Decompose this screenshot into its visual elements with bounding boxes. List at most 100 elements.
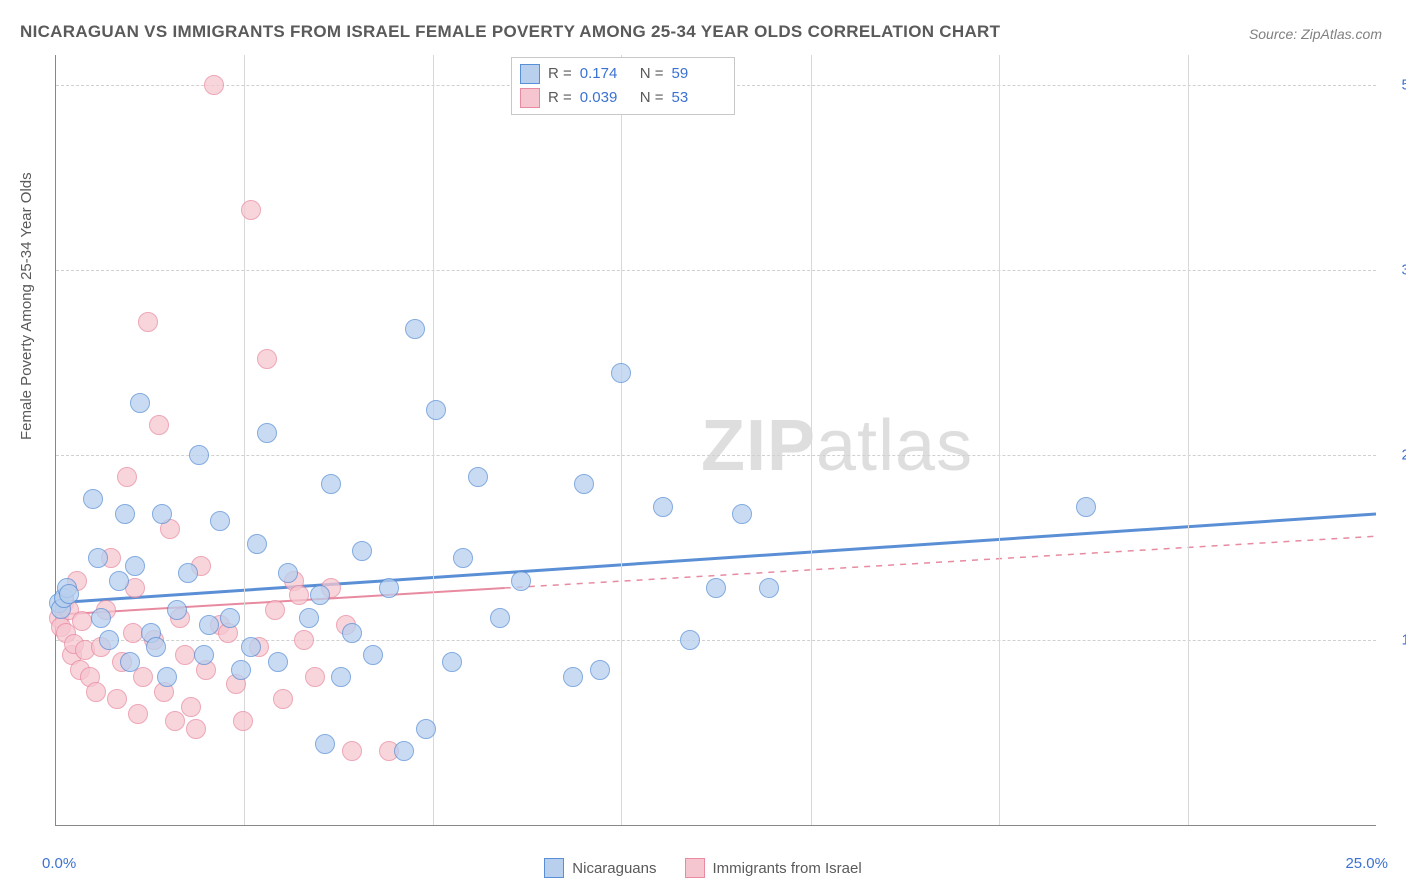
data-point-nicaraguans [352, 541, 372, 561]
trend-lines-svg [56, 55, 1376, 825]
data-point-nicaraguans [653, 497, 673, 517]
y-tick-label: 25.0% [1384, 446, 1406, 463]
trendline-israel-extrapolated [505, 536, 1376, 588]
data-point-nicaraguans [442, 652, 462, 672]
data-point-nicaraguans [321, 474, 341, 494]
data-point-nicaraguans [299, 608, 319, 628]
data-point-israel [204, 75, 224, 95]
data-point-israel [186, 719, 206, 739]
n-label: N = [640, 62, 664, 86]
data-point-nicaraguans [83, 489, 103, 509]
watermark: ZIPatlas [701, 405, 973, 487]
data-point-israel [305, 667, 325, 687]
data-point-nicaraguans [394, 741, 414, 761]
gridline-v [433, 55, 434, 825]
data-point-nicaraguans [99, 630, 119, 650]
legend-item-israel: Immigrants from Israel [685, 858, 862, 878]
data-point-nicaraguans [220, 608, 240, 628]
data-point-nicaraguans [453, 548, 473, 568]
y-tick-label: 50.0% [1384, 76, 1406, 93]
data-point-nicaraguans [167, 600, 187, 620]
gridline-h [56, 455, 1376, 456]
data-point-israel [86, 682, 106, 702]
y-tick-label: 12.5% [1384, 631, 1406, 648]
data-point-nicaraguans [152, 504, 172, 524]
bottom-legend: Nicaraguans Immigrants from Israel [0, 858, 1406, 878]
data-point-nicaraguans [331, 667, 351, 687]
data-point-nicaraguans [189, 445, 209, 465]
watermark-atlas: atlas [816, 406, 973, 486]
data-point-nicaraguans [88, 548, 108, 568]
n-label: N = [640, 86, 664, 110]
data-point-nicaraguans [157, 667, 177, 687]
data-point-nicaraguans [278, 563, 298, 583]
r-value-nicaraguans: 0.174 [580, 62, 632, 86]
data-point-nicaraguans [563, 667, 583, 687]
y-tick-label: 37.5% [1384, 261, 1406, 278]
data-point-israel [342, 741, 362, 761]
data-point-israel [72, 611, 92, 631]
y-axis-label: Female Poverty Among 25-34 Year Olds [18, 172, 35, 440]
data-point-nicaraguans [146, 637, 166, 657]
data-point-israel [233, 711, 253, 731]
data-point-nicaraguans [247, 534, 267, 554]
data-point-nicaraguans [199, 615, 219, 635]
data-point-nicaraguans [590, 660, 610, 680]
data-point-nicaraguans [315, 734, 335, 754]
data-point-nicaraguans [680, 630, 700, 650]
source-attribution: Source: ZipAtlas.com [1249, 26, 1382, 42]
data-point-israel [257, 349, 277, 369]
watermark-zip: ZIP [701, 406, 816, 486]
gridline-v [244, 55, 245, 825]
data-point-israel [138, 312, 158, 332]
gridline-h [56, 270, 1376, 271]
data-point-nicaraguans [268, 652, 288, 672]
stats-row-israel: R = 0.039 N = 53 [520, 86, 724, 110]
data-point-israel [241, 200, 261, 220]
legend-item-nicaraguans: Nicaraguans [544, 858, 656, 878]
correlation-stats-box: R = 0.174 N = 59 R = 0.039 N = 53 [511, 57, 735, 115]
data-point-nicaraguans [115, 504, 135, 524]
data-point-israel [175, 645, 195, 665]
data-point-israel [265, 600, 285, 620]
data-point-nicaraguans [611, 363, 631, 383]
data-point-nicaraguans [210, 511, 230, 531]
r-label: R = [548, 86, 572, 110]
data-point-nicaraguans [490, 608, 510, 628]
r-label: R = [548, 62, 572, 86]
plot-area: ZIPatlas 12.5%25.0%37.5%50.0% R = 0.174 … [55, 55, 1376, 826]
legend-swatch-israel [685, 858, 705, 878]
data-point-israel [294, 630, 314, 650]
data-point-nicaraguans [125, 556, 145, 576]
data-point-nicaraguans [109, 571, 129, 591]
gridline-v [621, 55, 622, 825]
n-value-nicaraguans: 59 [672, 62, 724, 86]
data-point-israel [123, 623, 143, 643]
gridline-v [811, 55, 812, 825]
data-point-nicaraguans [426, 400, 446, 420]
gridline-v [1188, 55, 1189, 825]
data-point-israel [273, 689, 293, 709]
data-point-nicaraguans [405, 319, 425, 339]
data-point-israel [165, 711, 185, 731]
data-point-nicaraguans [59, 584, 79, 604]
data-point-nicaraguans [310, 585, 330, 605]
chart-title: NICARAGUAN VS IMMIGRANTS FROM ISRAEL FEM… [20, 22, 1000, 42]
data-point-israel [289, 585, 309, 605]
data-point-nicaraguans [1076, 497, 1096, 517]
data-point-nicaraguans [178, 563, 198, 583]
data-point-nicaraguans [732, 504, 752, 524]
data-point-israel [181, 697, 201, 717]
data-point-nicaraguans [574, 474, 594, 494]
swatch-israel [520, 88, 540, 108]
data-point-nicaraguans [120, 652, 140, 672]
data-point-nicaraguans [706, 578, 726, 598]
data-point-israel [107, 689, 127, 709]
data-point-nicaraguans [231, 660, 251, 680]
legend-swatch-nicaraguans [544, 858, 564, 878]
data-point-nicaraguans [759, 578, 779, 598]
data-point-nicaraguans [130, 393, 150, 413]
n-value-israel: 53 [672, 86, 724, 110]
swatch-nicaraguans [520, 64, 540, 84]
data-point-nicaraguans [257, 423, 277, 443]
